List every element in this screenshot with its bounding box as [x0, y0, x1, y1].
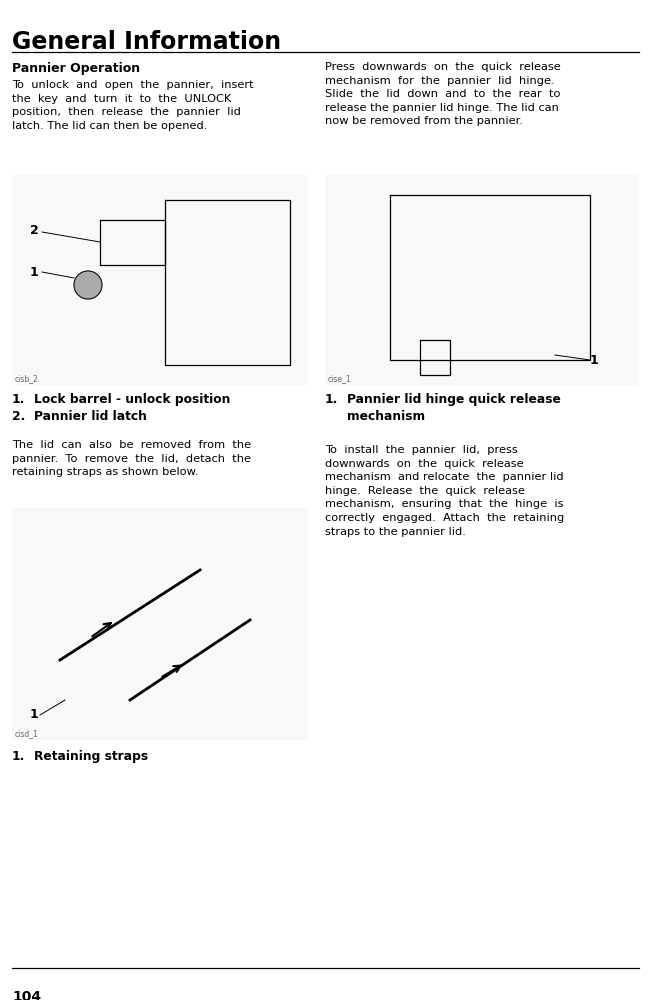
Text: Press  downwards  on  the  quick  release
mechanism  for  the  pannier  lid  hin: Press downwards on the quick release mec…	[325, 62, 561, 126]
Text: 1.: 1.	[12, 750, 25, 763]
Text: 104: 104	[12, 990, 41, 1000]
Text: 1.: 1.	[325, 393, 339, 406]
Text: To  install  the  pannier  lid,  press
downwards  on  the  quick  release
mechan: To install the pannier lid, press downwa…	[325, 445, 564, 537]
Text: cisb_2: cisb_2	[15, 374, 39, 383]
Text: 1: 1	[30, 265, 39, 278]
Bar	[325, 175, 639, 385]
Bar	[12, 175, 308, 385]
Text: Lock barrel - unlock position: Lock barrel - unlock position	[34, 393, 230, 406]
Text: 1: 1	[30, 708, 39, 722]
Text: cise_1: cise_1	[328, 374, 352, 383]
Text: 2.: 2.	[12, 410, 25, 423]
Text: Pannier lid hinge quick release: Pannier lid hinge quick release	[347, 393, 561, 406]
Text: cisd_1: cisd_1	[15, 729, 39, 738]
Text: 1.: 1.	[12, 393, 25, 406]
Text: The  lid  can  also  be  removed  from  the
pannier.  To  remove  the  lid,  det: The lid can also be removed from the pan…	[12, 440, 251, 477]
Text: To  unlock  and  open  the  pannier,  insert
the  key  and  turn  it  to  the  U: To unlock and open the pannier, insert t…	[12, 80, 254, 131]
Text: Pannier lid latch: Pannier lid latch	[34, 410, 147, 423]
Text: 2: 2	[30, 224, 39, 236]
Circle shape	[74, 271, 102, 299]
Text: Retaining straps: Retaining straps	[34, 750, 148, 763]
Text: mechanism: mechanism	[347, 410, 425, 423]
Text: General Information: General Information	[12, 30, 281, 54]
Text: 1: 1	[590, 354, 599, 366]
Text: Pannier Operation: Pannier Operation	[12, 62, 140, 75]
Bar	[12, 508, 308, 740]
